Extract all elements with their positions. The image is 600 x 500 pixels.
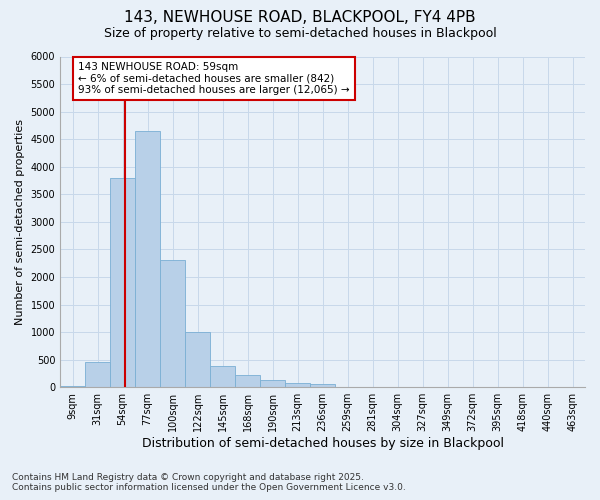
Y-axis label: Number of semi-detached properties: Number of semi-detached properties (15, 119, 25, 325)
Text: Size of property relative to semi-detached houses in Blackpool: Size of property relative to semi-detach… (104, 28, 496, 40)
Bar (310, 384, 335, 387)
Bar (185, 332, 210, 387)
Text: 143 NEWHOUSE ROAD: 59sqm
← 6% of semi-detached houses are smaller (842)
93% of s: 143 NEWHOUSE ROAD: 59sqm ← 6% of semi-de… (78, 62, 350, 95)
Bar (160, 260, 185, 387)
Bar (60, 386, 85, 387)
Text: 143, NEWHOUSE ROAD, BLACKPOOL, FY4 4PB: 143, NEWHOUSE ROAD, BLACKPOOL, FY4 4PB (124, 10, 476, 25)
X-axis label: Distribution of semi-detached houses by size in Blackpool: Distribution of semi-detached houses by … (142, 437, 503, 450)
Bar (85, 362, 110, 387)
Bar (110, 178, 135, 387)
Bar (285, 383, 310, 387)
Bar (235, 374, 260, 387)
Bar (260, 380, 285, 387)
Bar (135, 131, 160, 387)
Bar (210, 366, 235, 387)
Text: Contains HM Land Registry data © Crown copyright and database right 2025.
Contai: Contains HM Land Registry data © Crown c… (12, 473, 406, 492)
